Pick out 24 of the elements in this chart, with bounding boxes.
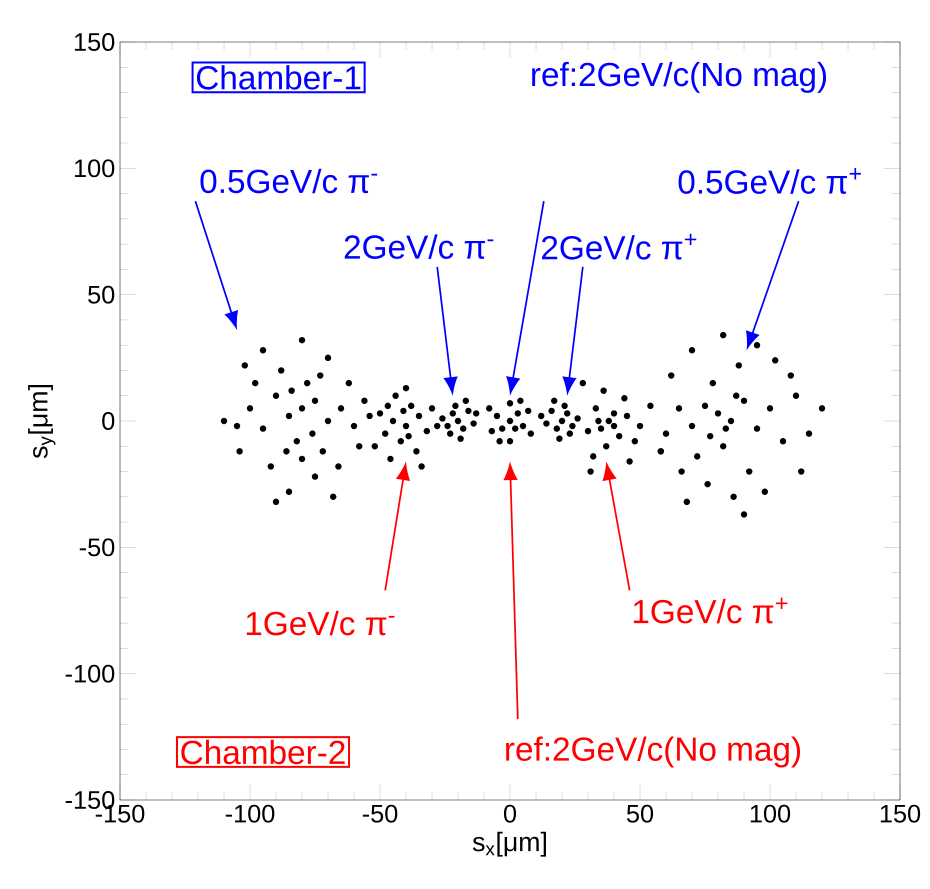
y-tick-label: 0 [102, 412, 114, 430]
y-tick-label: -50 [80, 538, 114, 556]
annotation: ref:2GeV/c(No mag) [532, 62, 826, 93]
x-tick-label: 150 [880, 804, 920, 823]
y-tick-label: 150 [74, 33, 114, 51]
x-tick-label: -50 [362, 804, 398, 823]
x-tick-label: 100 [750, 804, 790, 823]
x-axis-title: s$_{x}$[μm] [472, 832, 546, 857]
annotation: 2GeV/c π$^{+}$ [542, 234, 696, 260]
annotation: 1GeV/c π$^{-}$ [246, 610, 394, 636]
x-tick-label: -100 [226, 804, 274, 823]
y-tick-label: -100 [66, 664, 114, 683]
annotation: 0.5GeV/c π$^{+}$ [678, 168, 861, 194]
x-tick-label: 0 [504, 804, 516, 823]
annotation: 1GeV/c π$^{+}$ [634, 598, 788, 624]
y-axis-title: s$_{y}$[μm] [28, 385, 56, 458]
annotation: 0.5GeV/c π$^{-}$ [200, 168, 378, 194]
y-tick-label: 100 [74, 159, 114, 178]
annotation: ref:2GeV/c(No mag) [506, 736, 800, 768]
x-tick-label: 50 [626, 804, 654, 823]
annotation: Chamber-2 [181, 740, 345, 764]
annotation: 2GeV/c π$^{-}$ [344, 234, 494, 259]
annotation: Chamber-1 [196, 65, 360, 90]
y-tick-label: 50 [88, 286, 114, 304]
